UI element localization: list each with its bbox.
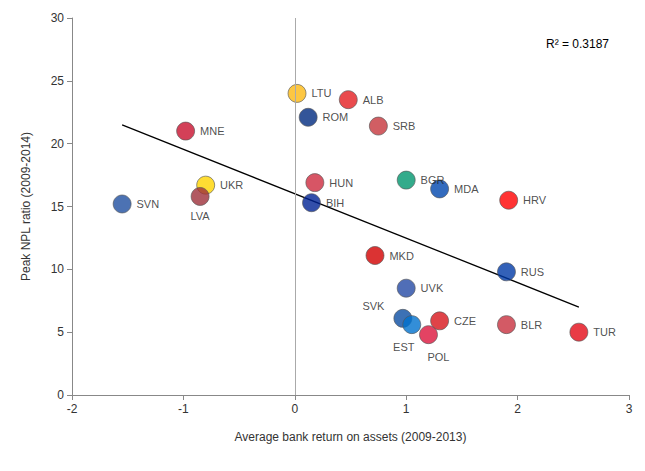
- svg-text:UVK: UVK: [421, 282, 444, 294]
- svg-text:LTU: LTU: [311, 87, 331, 99]
- svg-text:HRV: HRV: [523, 194, 547, 206]
- svg-text:3: 3: [626, 402, 633, 416]
- svg-text:20: 20: [51, 137, 65, 151]
- svg-text:25: 25: [51, 74, 65, 88]
- svg-text:-2: -2: [67, 402, 78, 416]
- svg-text:ROM: ROM: [323, 111, 349, 123]
- svg-text:0: 0: [291, 402, 298, 416]
- svg-text:MDA: MDA: [454, 183, 479, 195]
- svg-text:MNE: MNE: [200, 125, 224, 137]
- svg-text:-1: -1: [178, 402, 189, 416]
- svg-text:Average bank return on assets: Average bank return on assets (2009-2013…: [235, 430, 467, 444]
- svg-text:CZE: CZE: [454, 315, 476, 327]
- svg-text:TUR: TUR: [593, 326, 616, 338]
- svg-text:BGR: BGR: [421, 174, 445, 186]
- svg-text:0: 0: [57, 388, 64, 402]
- svg-text:1: 1: [403, 402, 410, 416]
- svg-text:LVA: LVA: [191, 210, 211, 222]
- svg-text:POL: POL: [427, 351, 449, 363]
- svg-text:SVN: SVN: [137, 198, 160, 210]
- svg-text:Peak NPL ratio (2009-2014): Peak NPL ratio (2009-2014): [19, 132, 33, 281]
- svg-text:MKD: MKD: [389, 250, 414, 262]
- svg-text:BLR: BLR: [521, 319, 542, 331]
- svg-text:ALB: ALB: [363, 94, 384, 106]
- svg-text:EST: EST: [393, 341, 415, 353]
- svg-text:30: 30: [51, 11, 65, 25]
- svg-text:HUN: HUN: [329, 177, 353, 189]
- svg-text:BIH: BIH: [326, 197, 344, 209]
- svg-text:15: 15: [51, 200, 65, 214]
- svg-text:2: 2: [514, 402, 521, 416]
- svg-text:SVK: SVK: [362, 300, 385, 312]
- svg-text:10: 10: [51, 262, 65, 276]
- svg-text:UKR: UKR: [220, 179, 243, 191]
- svg-text:R² = 0.3187: R² = 0.3187: [546, 37, 609, 51]
- svg-text:5: 5: [57, 325, 64, 339]
- svg-text:SRB: SRB: [393, 120, 416, 132]
- svg-text:RUS: RUS: [521, 266, 544, 278]
